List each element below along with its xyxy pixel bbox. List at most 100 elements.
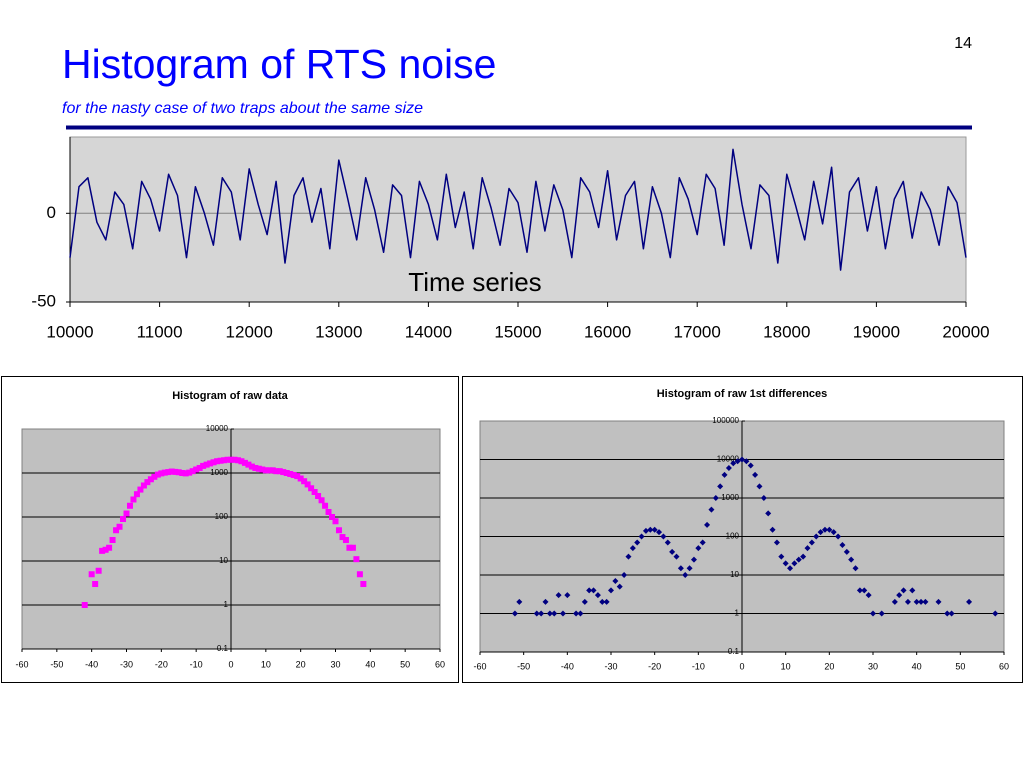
data-point	[99, 547, 106, 554]
data-point	[870, 610, 876, 617]
data-point	[126, 502, 133, 509]
x-tick-label: 30	[330, 659, 340, 669]
x-tick-label: -20	[648, 661, 661, 671]
x-tick-label: 10000	[46, 322, 93, 341]
data-point	[948, 610, 955, 617]
data-point	[778, 553, 785, 560]
data-point	[634, 539, 641, 546]
data-point	[804, 545, 811, 552]
y-tick-label: 1000	[721, 493, 739, 502]
data-point	[123, 510, 130, 517]
data-point	[349, 544, 356, 551]
data-point	[231, 456, 238, 463]
x-tick-label: 12000	[226, 322, 273, 341]
data-point	[787, 565, 794, 572]
data-point	[922, 598, 929, 605]
data-point	[224, 456, 231, 463]
data-point	[918, 598, 925, 605]
x-tick-label: 19000	[853, 322, 900, 341]
data-point	[245, 461, 252, 468]
data-point	[228, 456, 234, 463]
data-point	[322, 502, 329, 509]
y-tick-label: 0	[47, 203, 56, 222]
data-point	[656, 529, 663, 536]
x-tick-label: 16000	[584, 322, 631, 341]
y-tick-label: 100	[726, 532, 740, 541]
x-tick-label: 15000	[494, 322, 541, 341]
data-point	[329, 514, 336, 520]
data-point	[252, 464, 259, 471]
data-point	[151, 473, 158, 480]
data-point	[207, 460, 214, 467]
x-tick-label: 20	[296, 659, 306, 669]
data-point	[773, 539, 780, 546]
data-point	[186, 469, 193, 476]
page-number: 14	[954, 35, 972, 52]
data-point	[172, 468, 179, 475]
data-point	[966, 598, 973, 605]
data-point	[861, 587, 868, 594]
data-point	[546, 610, 553, 617]
data-point	[865, 592, 872, 599]
data-point	[590, 587, 597, 594]
x-tick-label: 0	[228, 659, 233, 669]
data-point	[835, 533, 842, 540]
data-point	[137, 486, 144, 493]
data-point	[533, 610, 540, 617]
data-point	[88, 571, 95, 578]
data-point	[686, 565, 693, 572]
x-tick-label: -60	[473, 661, 486, 671]
data-point	[909, 587, 916, 594]
y-tick-label: 10	[730, 570, 739, 579]
data-point	[241, 459, 248, 466]
data-point	[130, 496, 137, 503]
data-point	[203, 461, 210, 468]
data-point	[821, 526, 828, 533]
data-point	[800, 553, 807, 560]
data-point	[335, 527, 342, 534]
data-point	[154, 471, 161, 478]
data-point	[734, 458, 741, 465]
data-point	[158, 470, 165, 477]
data-point	[830, 529, 837, 536]
data-point	[695, 545, 702, 552]
data-point	[856, 587, 863, 594]
x-tick-label: 10	[261, 659, 271, 669]
data-point	[621, 572, 628, 578]
data-point	[102, 546, 109, 553]
data-point	[255, 465, 262, 472]
data-point	[717, 483, 724, 490]
data-point	[81, 602, 88, 608]
data-point	[992, 610, 999, 617]
data-point	[311, 488, 318, 495]
data-point	[346, 544, 353, 551]
data-point	[813, 533, 820, 540]
x-tick-label: 11000	[137, 322, 183, 341]
data-point	[161, 469, 168, 476]
y-tick-label: 10000	[717, 455, 740, 464]
data-point	[616, 583, 623, 590]
y-tick-label: 1	[224, 600, 229, 609]
data-point	[315, 493, 322, 500]
data-point	[708, 506, 715, 513]
data-point	[273, 468, 280, 475]
data-point	[900, 587, 907, 594]
data-point	[944, 610, 951, 617]
data-point	[935, 598, 942, 605]
data-point	[913, 598, 920, 605]
data-point	[848, 556, 855, 563]
data-point	[353, 556, 360, 563]
data-point	[182, 470, 189, 477]
data-point	[564, 592, 571, 599]
x-tick-label: 30	[868, 661, 878, 671]
data-point	[287, 470, 294, 477]
data-point	[743, 458, 750, 465]
data-point	[217, 457, 224, 464]
x-tick-label: -40	[561, 661, 574, 671]
x-tick-label: 60	[999, 661, 1009, 671]
data-point	[294, 473, 301, 480]
data-point	[318, 497, 325, 504]
x-tick-label: 60	[435, 659, 445, 669]
